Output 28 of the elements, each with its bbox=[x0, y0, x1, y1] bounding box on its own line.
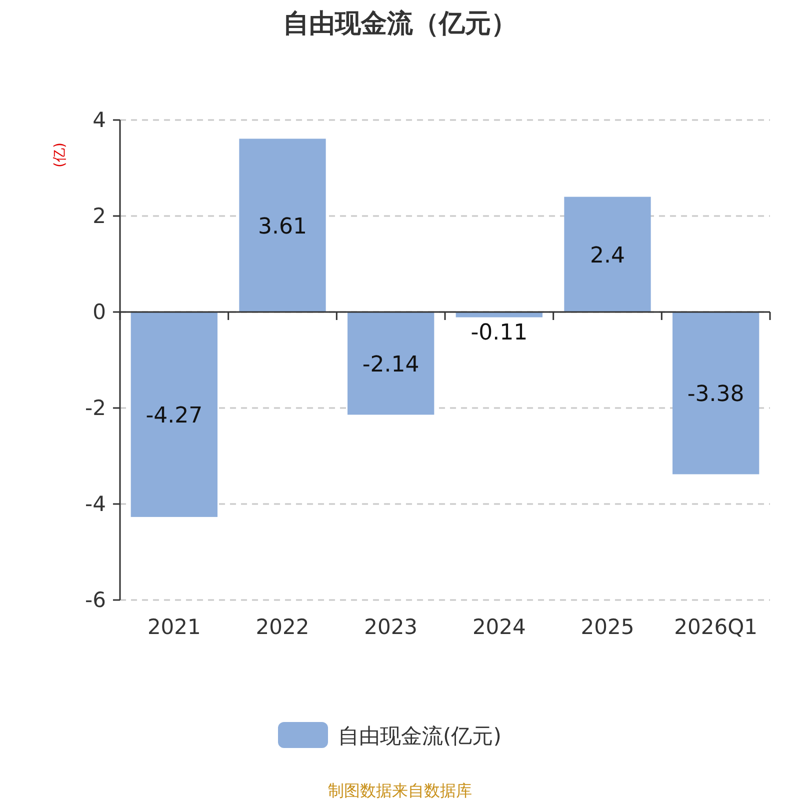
legend: 自由现金流(亿元) bbox=[278, 722, 502, 748]
x-tick-label: 2024 bbox=[472, 615, 526, 639]
x-tick-label: 2021 bbox=[147, 615, 201, 639]
text: 制图数据来自数据库 bbox=[328, 781, 472, 800]
y-tick-label: -4 bbox=[85, 492, 106, 516]
x-tick-label: 2025 bbox=[580, 615, 634, 639]
data-label: -0.11 bbox=[470, 320, 528, 346]
y-tick-label: 0 bbox=[92, 300, 106, 324]
x-tick-label: 2023 bbox=[364, 615, 418, 639]
data-label: -3.38 bbox=[687, 382, 744, 408]
y-axis-title: (亿) bbox=[52, 142, 68, 168]
y-tick-label: -2 bbox=[85, 396, 106, 420]
x-tick-label: 2026Q1 bbox=[674, 615, 758, 639]
chart-title: 自由现金流（亿元） bbox=[283, 9, 517, 39]
y-tick-label: -6 bbox=[85, 588, 106, 612]
data-label: 3.61 bbox=[258, 214, 307, 240]
data-label: 2.4 bbox=[590, 243, 625, 268]
data-label: -4.27 bbox=[146, 403, 203, 428]
bar bbox=[130, 312, 218, 517]
bar bbox=[564, 196, 651, 312]
y-tick-label: 2 bbox=[92, 204, 106, 228]
data-label: -2.14 bbox=[362, 352, 420, 378]
bar bbox=[239, 138, 326, 312]
y-tick-label: 4 bbox=[92, 108, 106, 132]
bar bbox=[672, 312, 760, 474]
bar bbox=[348, 312, 434, 415]
legend-label: 自由现金流(亿元) bbox=[338, 724, 502, 748]
x-tick-label: 2022 bbox=[256, 615, 310, 639]
